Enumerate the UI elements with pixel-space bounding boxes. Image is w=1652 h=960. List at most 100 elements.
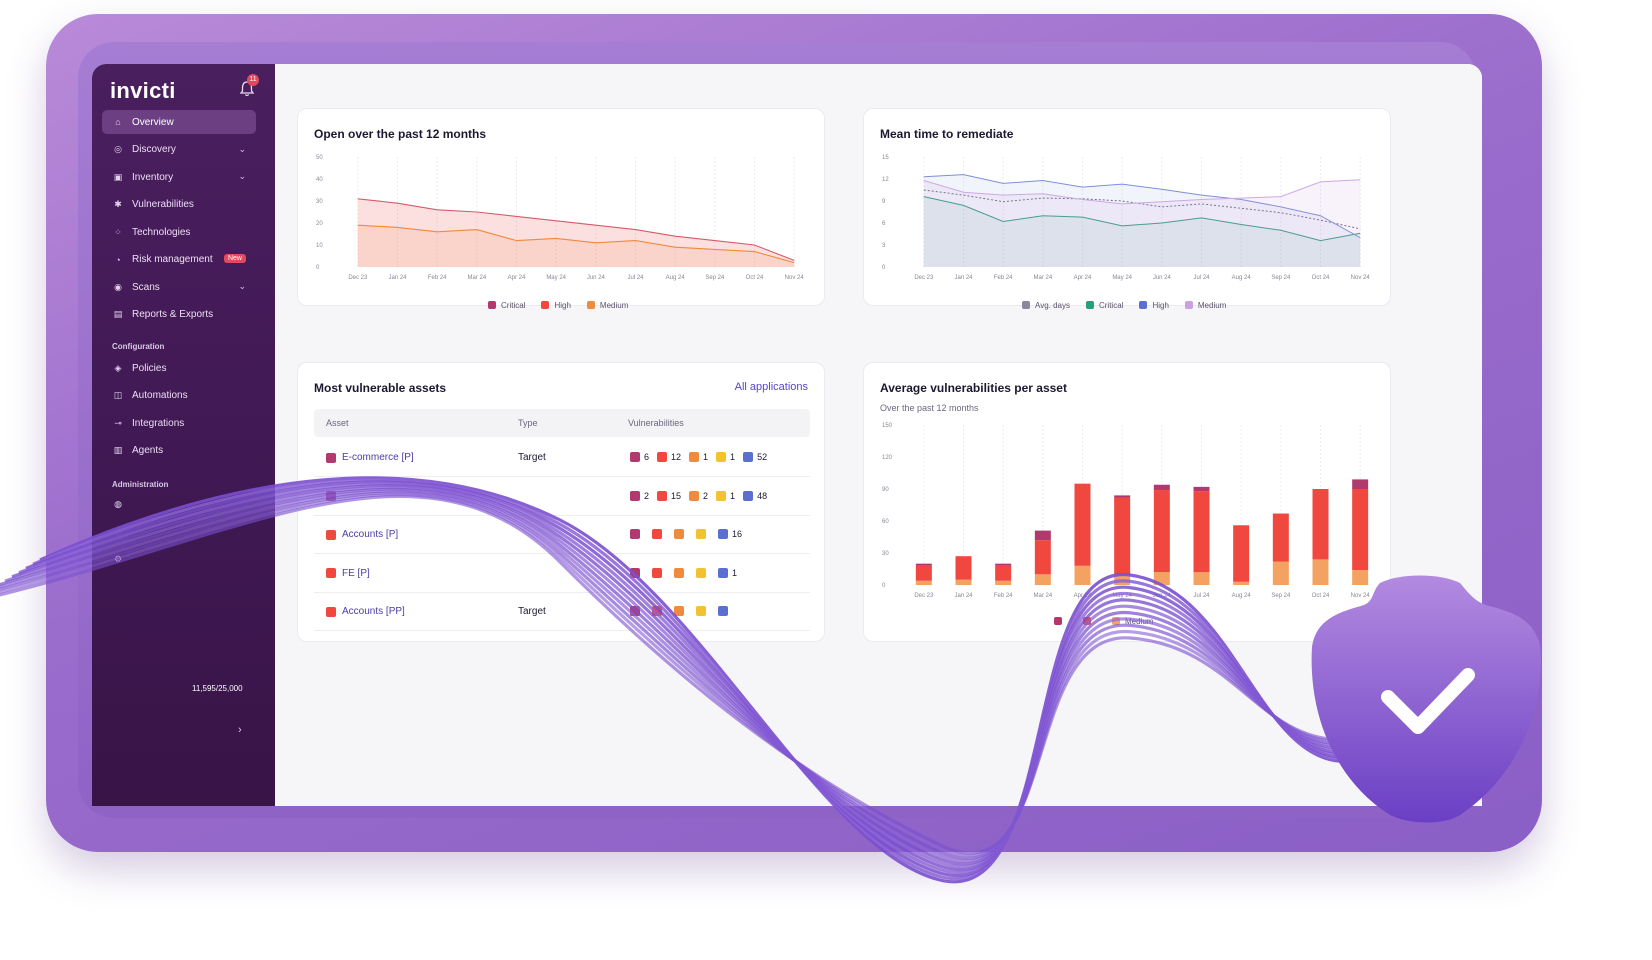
bar-segment[interactable] (1153, 490, 1170, 573)
asset-cell[interactable]: Accounts [P] (326, 529, 398, 540)
asset-name[interactable]: Accounts [P] (342, 529, 399, 540)
vuln-count[interactable]: 2 (689, 490, 708, 501)
bar-segment[interactable] (915, 563, 932, 566)
legend-item[interactable]: Medium (1112, 617, 1153, 626)
bar-segment[interactable] (1272, 561, 1289, 585)
vuln-count[interactable]: 1 (716, 452, 735, 462)
asset-cell[interactable] (326, 490, 342, 501)
all-applications-link[interactable]: All applications (734, 381, 808, 393)
sidebar-item-automations[interactable]: ◫ Automations (102, 384, 256, 408)
sidebar-item-discovery[interactable]: ◎ Discovery ⌄ (102, 138, 256, 162)
chevron-down-icon[interactable]: ⌄ (238, 171, 246, 181)
asset-cell[interactable]: Accounts [PP] (326, 606, 405, 617)
bar-segment[interactable] (1074, 565, 1091, 585)
vuln-count[interactable] (674, 606, 688, 616)
chevron-down-icon[interactable]: ⌄ (238, 143, 246, 154)
vuln-count[interactable] (696, 567, 710, 578)
vuln-count[interactable] (674, 567, 688, 578)
col-type[interactable]: Type (518, 418, 538, 428)
vuln-count[interactable]: 1 (689, 452, 708, 462)
bar-segment[interactable] (1114, 497, 1131, 575)
vuln-count[interactable]: 6 (630, 452, 649, 462)
legend-item[interactable] (1083, 617, 1096, 626)
bar-segment[interactable] (955, 579, 972, 585)
bar-segment[interactable] (915, 565, 932, 581)
vuln-count[interactable]: 48 (743, 490, 767, 501)
sidebar-item-policies[interactable]: ◈ Policies (102, 356, 256, 380)
sidebar-item-risk-management[interactable]: ◔ Risk management New (102, 248, 256, 272)
chevron-down-icon[interactable]: ⌄ (238, 281, 246, 291)
legend-item[interactable] (1054, 617, 1067, 626)
legend-item[interactable]: Critical (1085, 301, 1123, 310)
vuln-count[interactable] (652, 529, 666, 539)
vuln-count[interactable]: 52 (743, 452, 767, 462)
vuln-count[interactable] (696, 606, 710, 616)
bar-segment[interactable] (1193, 486, 1210, 492)
bar-segment[interactable] (915, 580, 932, 585)
sidebar-item-item-2[interactable]: ⚙ (102, 547, 256, 571)
bar-segment[interactable] (995, 563, 1012, 566)
vuln-count[interactable] (652, 606, 666, 616)
sidebar-item-item-0[interactable]: ◍ (102, 492, 256, 516)
asset-name[interactable]: E-commerce [P] (342, 452, 414, 463)
bar-segment[interactable] (1352, 489, 1369, 571)
bar-segment[interactable] (1114, 574, 1131, 585)
vuln-count[interactable] (674, 529, 688, 539)
vuln-count[interactable] (718, 606, 732, 616)
bar-segment[interactable] (1114, 495, 1131, 498)
asset-cell[interactable]: FE [P] (326, 568, 370, 579)
asset-name[interactable]: FE [P] (342, 567, 370, 579)
bar-segment[interactable] (1153, 572, 1170, 585)
vuln-count[interactable]: 15 (657, 490, 681, 501)
bar-segment[interactable] (995, 565, 1012, 581)
vuln-count[interactable]: 16 (718, 529, 742, 539)
sidebar-item-integrations[interactable]: ⊸ Integrations (102, 411, 256, 435)
sidebar-item-inventory[interactable]: ▣ Inventory ⌄ (102, 165, 256, 189)
chevron-right-icon[interactable]: › (238, 724, 242, 736)
bar-segment[interactable] (1153, 484, 1170, 491)
bar-segment[interactable] (1074, 483, 1091, 566)
col-vulnerabilities[interactable]: Vulnerabilities (628, 418, 684, 428)
bar-segment[interactable] (1193, 491, 1210, 573)
legend-item[interactable]: Avg. days (1022, 301, 1070, 310)
bar-segment[interactable] (1034, 574, 1051, 585)
asset-cell[interactable]: E-commerce [P] (326, 452, 414, 463)
legend-item[interactable]: High (541, 301, 571, 310)
sidebar-item-item-1[interactable]: ◌ (102, 520, 256, 544)
asset-name[interactable]: Accounts [PP] (342, 606, 405, 617)
vuln-count[interactable]: 12 (657, 452, 681, 462)
bar-segment[interactable] (1034, 530, 1051, 541)
bar-segment[interactable] (1193, 572, 1210, 585)
bar-segment[interactable] (1233, 525, 1250, 582)
app-logo[interactable]: invicti (110, 78, 176, 103)
table-row[interactable]: Accounts [P] 16 (314, 516, 810, 554)
vuln-count[interactable]: 1 (718, 567, 737, 578)
bar-segment[interactable] (1034, 540, 1051, 575)
sidebar-item-vulnerabilities[interactable]: ✱ Vulnerabilities (102, 193, 256, 217)
sidebar-item-scans[interactable]: ◉ Scans ⌄ (102, 275, 256, 299)
vuln-count[interactable] (630, 529, 644, 539)
sidebar-item-technologies[interactable]: ⁘ Technologies (102, 220, 256, 244)
bar-segment[interactable] (1272, 513, 1289, 562)
legend-item[interactable]: Critical (488, 301, 525, 310)
vuln-count[interactable] (630, 606, 644, 616)
vuln-count[interactable] (652, 567, 666, 578)
sidebar-item-agents[interactable]: ▥ Agents (102, 439, 256, 463)
col-asset[interactable]: Asset (326, 418, 349, 428)
bar-segment[interactable] (1233, 581, 1250, 585)
table-row[interactable]: FE [P] 1 (314, 555, 810, 593)
bar-segment[interactable] (1352, 479, 1369, 489)
vuln-count[interactable] (696, 529, 710, 539)
bar-segment[interactable] (955, 556, 972, 580)
bar-segment[interactable] (995, 580, 1012, 585)
vuln-count[interactable] (630, 567, 644, 578)
legend-item[interactable]: Medium (586, 301, 628, 310)
vuln-count[interactable]: 1 (716, 490, 735, 501)
legend-item[interactable]: High (1139, 301, 1169, 310)
sidebar-item-overview[interactable]: ⌂ Overview (102, 110, 256, 134)
table-row[interactable]: 2 15 2 1 48 (314, 478, 810, 516)
sidebar-item-reports-exports[interactable]: ▤ Reports & Exports (102, 303, 256, 327)
legend-item[interactable]: Medium (1184, 301, 1226, 310)
bar-segment[interactable] (1312, 489, 1329, 560)
vuln-count[interactable]: 2 (630, 490, 649, 501)
